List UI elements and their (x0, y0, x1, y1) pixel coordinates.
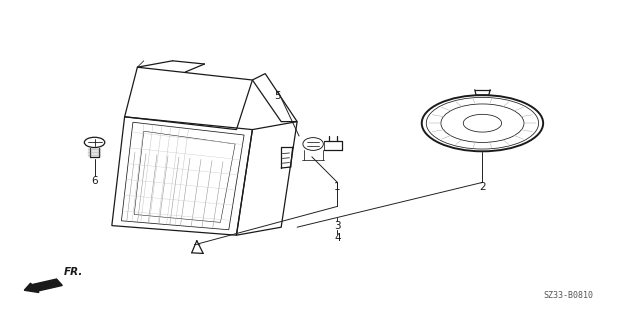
Text: SZ33-B0810: SZ33-B0810 (544, 292, 594, 300)
FancyArrow shape (24, 279, 63, 292)
Text: 2: 2 (479, 182, 486, 192)
Text: 5: 5 (275, 91, 281, 101)
Text: 6: 6 (91, 176, 98, 186)
Text: 1: 1 (334, 182, 341, 192)
Text: 4: 4 (334, 233, 341, 244)
Text: 3: 3 (334, 220, 341, 231)
Text: FR.: FR. (64, 267, 83, 277)
